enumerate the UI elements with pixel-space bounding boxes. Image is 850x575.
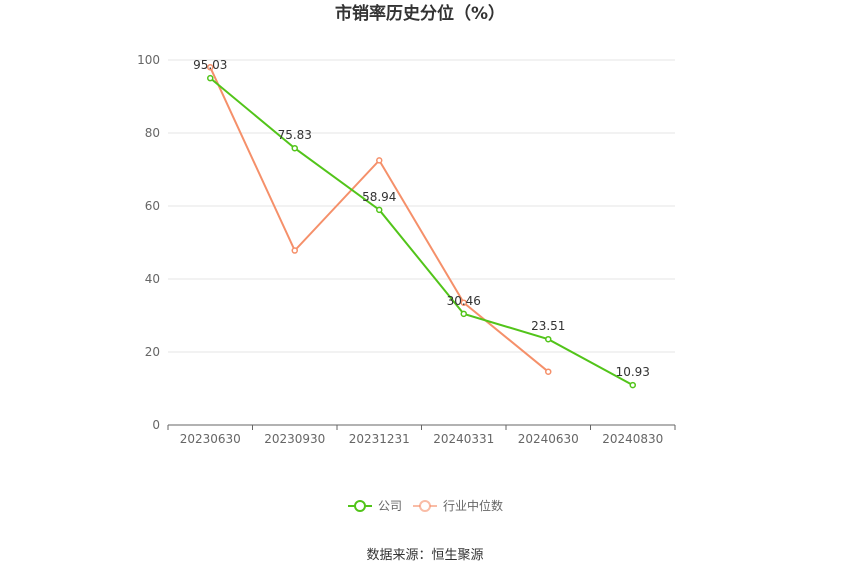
data-label: 23.51 <box>531 319 565 333</box>
grid-lines <box>168 59 675 353</box>
y-tick-label: 0 <box>152 418 160 432</box>
x-tick-label: 20230630 <box>180 432 241 446</box>
x-tick-label: 20230930 <box>264 432 325 446</box>
data-label: 95.03 <box>193 58 227 72</box>
series-layer <box>207 64 636 389</box>
legend-item-company[interactable]: 公司 <box>348 499 402 513</box>
x-tick-label: 20240830 <box>602 432 663 446</box>
legend-label: 公司 <box>378 499 402 513</box>
y-tick-label: 80 <box>145 126 160 140</box>
legend-circle-icon <box>354 500 366 512</box>
legend-label: 行业中位数 <box>443 498 503 513</box>
legend: 公司 行业中位数 <box>348 498 503 513</box>
legend-item-industry-median[interactable]: 行业中位数 <box>413 498 503 513</box>
y-tick-label: 60 <box>145 199 160 213</box>
data-point[interactable] <box>291 144 298 152</box>
data-point[interactable] <box>207 64 214 71</box>
x-tick-label: 20240630 <box>518 432 579 446</box>
y-axis-ticks: 0 20 40 60 80 100 <box>137 53 160 432</box>
x-tick-label: 20240331 <box>433 432 494 446</box>
data-label: 30.46 <box>447 294 481 308</box>
x-axis-ticks: 20230630 20230930 20231231 20240331 2024… <box>167 425 676 446</box>
legend-circle-icon <box>419 500 431 512</box>
series-line-company <box>209 77 634 386</box>
y-tick-label: 20 <box>145 345 160 359</box>
series-line-industry-median <box>209 66 549 373</box>
data-point[interactable] <box>376 206 383 214</box>
chart-title: 市销率历史分位（%） <box>335 3 505 24</box>
data-point[interactable] <box>545 335 552 343</box>
x-tick-label: 20231231 <box>349 432 410 446</box>
data-labels: 95.03 75.83 58.94 30.46 23.51 10.93 <box>193 58 650 379</box>
data-label: 75.83 <box>278 128 312 142</box>
data-label: 58.94 <box>362 190 396 204</box>
data-point[interactable] <box>460 310 467 318</box>
y-tick-label: 100 <box>137 53 160 67</box>
data-point[interactable] <box>376 157 383 164</box>
data-point[interactable] <box>207 74 214 82</box>
data-point[interactable] <box>629 381 636 389</box>
data-point[interactable] <box>460 299 467 306</box>
y-tick-label: 40 <box>145 272 160 286</box>
source-note: 数据来源：恒生聚源 <box>366 548 483 563</box>
data-point[interactable] <box>291 247 298 254</box>
data-point[interactable] <box>545 368 552 375</box>
data-label: 10.93 <box>616 365 650 379</box>
